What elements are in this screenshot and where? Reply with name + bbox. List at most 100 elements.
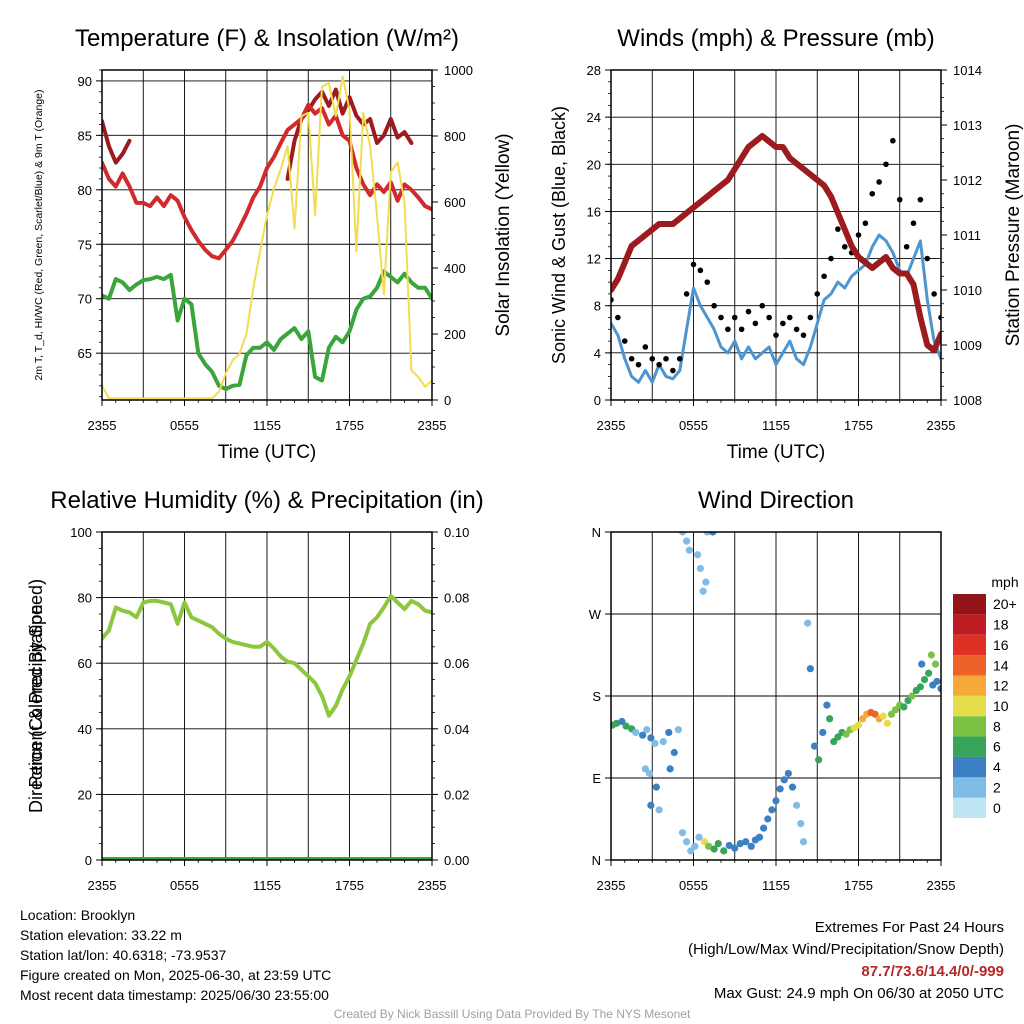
direction-point — [639, 731, 647, 739]
legend-swatch — [953, 655, 986, 676]
plot-frame — [101, 69, 433, 401]
y2-tick-label: 400 — [444, 261, 466, 276]
series-1-point — [628, 355, 635, 362]
y-tick-label: 80 — [78, 591, 92, 606]
plot-frame — [610, 69, 942, 401]
series-1-point — [731, 314, 738, 321]
y2-tick-label: 1014 — [953, 63, 982, 78]
direction-point — [683, 838, 691, 846]
direction-point — [772, 797, 780, 805]
direction-point — [714, 840, 722, 848]
series-1-point — [890, 137, 896, 144]
y2-tick-label: 1008 — [953, 393, 982, 408]
series-1-point — [683, 291, 690, 297]
direction-point — [694, 551, 702, 559]
direction-point — [655, 806, 663, 814]
direction-point — [747, 842, 755, 850]
direction-point — [705, 842, 713, 850]
y-tick-label: 16 — [587, 204, 601, 219]
series-1-point — [841, 243, 848, 250]
series-2-line — [611, 133, 941, 354]
panel-title: Temperature (F) & Insolation (W/m²) — [75, 25, 459, 52]
series-0-line — [102, 121, 157, 162]
series-1-point — [876, 179, 882, 185]
y-tick-label: E — [592, 771, 601, 786]
direction-point — [622, 722, 630, 730]
y-tick-label: 75 — [78, 237, 92, 252]
series-1-point — [807, 314, 814, 321]
y2-axis-label: Solar Insolation (Yellow) — [493, 133, 514, 336]
y2-tick-label: 800 — [444, 129, 466, 144]
series-1-point — [745, 308, 752, 315]
y-tick-label: 60 — [78, 656, 92, 671]
y-tick-label: N — [592, 525, 601, 540]
series-1-point — [800, 332, 807, 338]
legend-swatch — [953, 756, 986, 778]
legend-label: 2 — [993, 779, 1001, 795]
series-1-point — [670, 367, 676, 374]
station-info: Location: Brooklyn Station elevation: 33… — [20, 905, 331, 1005]
direction-point — [788, 783, 797, 791]
series-4-line — [102, 75, 432, 400]
x-tick-label: 1755 — [335, 418, 364, 433]
direction-point — [810, 742, 819, 750]
direction-point — [683, 537, 691, 545]
extremes-title: Extremes For Past 24 Hours — [814, 919, 1004, 936]
x-tick-label: 1155 — [253, 878, 281, 893]
direction-point — [830, 737, 838, 746]
series-1-point — [883, 161, 889, 168]
legend-label: 10 — [993, 698, 1009, 714]
winds-panel: Winds (mph) & Pressure (mb) 0 4 8 12 16 20 24 28… — [549, 25, 1024, 463]
series-1-point — [917, 196, 924, 203]
direction-point — [720, 847, 728, 855]
series-1-point — [711, 302, 717, 309]
direction-point — [695, 833, 703, 841]
series-1-point — [862, 220, 869, 227]
direction-point — [643, 726, 651, 734]
series-1-point — [738, 326, 745, 333]
direction-point — [691, 842, 699, 850]
direction-point — [819, 728, 827, 737]
panel-title: Wind Direction — [698, 487, 854, 514]
y-tick-label: W — [589, 607, 602, 622]
y2-tick-label: 1000 — [444, 63, 473, 78]
direction-point — [702, 578, 710, 586]
credit-text: Created By Nick Bassill Using Data Provi… — [333, 1007, 691, 1021]
legend-label: 16 — [993, 637, 1009, 653]
x-tick-label: 0555 — [170, 418, 199, 433]
x-tick-label: 0555 — [679, 878, 708, 893]
legend-swatch — [953, 675, 986, 696]
x-tick-label: 0555 — [679, 418, 708, 433]
y-axis-label: Percent & Precipitation — [26, 604, 46, 787]
panel-title: Winds (mph) & Pressure (mb) — [617, 25, 934, 52]
series-1-point — [896, 196, 903, 203]
wind-direction-panel: Wind Direction N E S W N 2355 0555 1155 1755 2355 D… — [26, 487, 1019, 893]
x-tick-label: 2355 — [88, 878, 117, 893]
direction-point — [834, 733, 842, 741]
extremes-values: 87.7/73.6/14.4/0/-999 — [861, 963, 1004, 980]
y-tick-label: 12 — [587, 252, 601, 267]
series-1-point — [828, 255, 834, 262]
y2-tick-label: 200 — [444, 327, 466, 342]
legend-label: 6 — [993, 739, 1001, 755]
series-0-line — [102, 594, 432, 718]
direction-point — [736, 840, 744, 848]
direction-point — [871, 710, 879, 718]
direction-point — [764, 815, 772, 823]
legend-label: 12 — [993, 678, 1009, 694]
legend-label: 0 — [993, 800, 1001, 816]
legend-swatch — [953, 634, 986, 656]
direction-point — [678, 532, 687, 536]
series-3-line — [102, 269, 432, 392]
direction-point — [933, 677, 941, 686]
direction-point — [823, 701, 831, 709]
series-1-point — [752, 320, 759, 327]
y-tick-label: 20 — [78, 787, 92, 802]
direction-point — [703, 532, 711, 536]
max-gust-text: Max Gust: 24.9 mph On 06/30 at 2050 UTC — [713, 985, 1004, 1002]
direction-point — [776, 785, 784, 793]
y-tick-label: 70 — [78, 292, 92, 307]
direction-point — [632, 728, 640, 737]
y-tick-label: 24 — [587, 110, 601, 125]
x-tick-label: 1155 — [253, 418, 281, 433]
